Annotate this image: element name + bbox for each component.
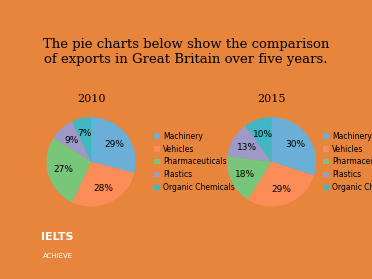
Text: 28%: 28% [93,184,113,193]
Text: 29%: 29% [104,140,124,148]
Wedge shape [227,126,272,162]
Title: 2015: 2015 [257,94,286,104]
Legend: Machinery, Vehicles, Pharmaceuticals, Plastics, Organic Chemicals: Machinery, Vehicles, Pharmaceuticals, Pl… [320,129,372,195]
Wedge shape [72,162,134,206]
Wedge shape [54,121,91,162]
Wedge shape [91,117,136,173]
Title: 2010: 2010 [77,94,105,104]
Text: 30%: 30% [285,140,305,149]
Text: 18%: 18% [235,170,255,179]
Wedge shape [72,117,91,162]
Text: 9%: 9% [65,136,79,145]
Text: The pie charts below show the comparison
of exports in Great Britain over five y: The pie charts below show the comparison… [43,38,329,66]
Wedge shape [227,156,272,199]
Wedge shape [245,117,272,162]
Text: 29%: 29% [272,185,291,194]
Text: 7%: 7% [78,129,92,138]
Text: ACHIEVE: ACHIEVE [43,253,73,259]
Text: 27%: 27% [53,165,73,174]
Legend: Machinery, Vehicles, Pharmaceuticals, Plastics, Organic Chemicals: Machinery, Vehicles, Pharmaceuticals, Pl… [151,129,238,195]
Wedge shape [248,162,314,206]
Wedge shape [272,117,316,175]
Text: IELTS: IELTS [41,232,74,242]
Text: 13%: 13% [237,143,257,151]
Wedge shape [46,138,91,202]
Text: 10%: 10% [253,130,273,139]
